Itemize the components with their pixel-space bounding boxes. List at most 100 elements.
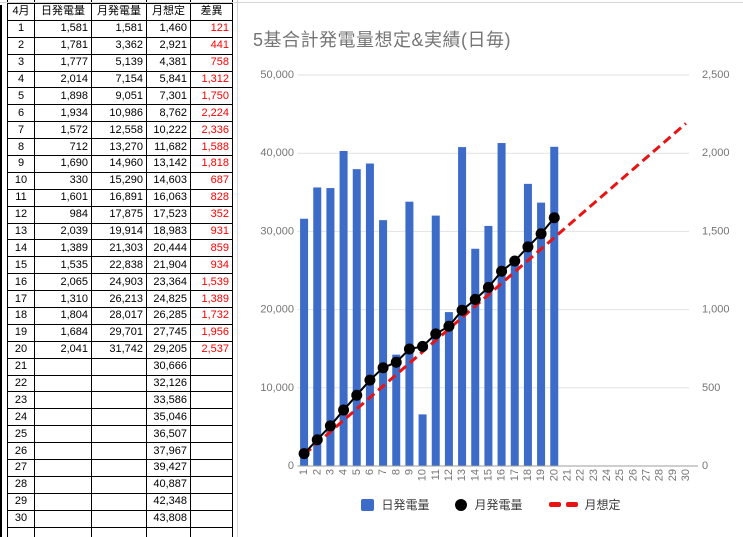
expected-value-cell[interactable]: 8,762 [146, 104, 191, 123]
daily-value-cell[interactable]: 2,041 [34, 340, 92, 359]
diff-value-cell[interactable] [190, 459, 233, 477]
expected-value-cell[interactable]: 35,046 [146, 408, 191, 427]
monthly-value-cell[interactable] [91, 475, 147, 494]
expected-value-cell[interactable]: 40,887 [146, 475, 191, 494]
daily-value-cell[interactable]: 2,065 [34, 273, 92, 292]
day-cell[interactable]: 26 [7, 442, 35, 461]
day-cell[interactable]: 15 [7, 256, 35, 275]
diff-value-cell[interactable]: 121 [190, 19, 233, 38]
daily-value-cell[interactable] [34, 391, 92, 410]
day-cell[interactable]: 11 [7, 188, 35, 207]
daily-value-cell[interactable] [34, 459, 92, 477]
day-cell[interactable]: 12 [7, 205, 35, 224]
expected-value-cell[interactable]: 39,427 [146, 459, 191, 477]
day-cell[interactable]: 29 [7, 492, 35, 511]
monthly-value-cell[interactable] [91, 374, 147, 393]
expected-value-cell[interactable]: 42,348 [146, 492, 191, 511]
column-header[interactable]: 月想定 [146, 3, 191, 21]
expected-value-cell[interactable]: 30,666 [146, 357, 191, 376]
diff-value-cell[interactable] [190, 509, 233, 528]
monthly-value-cell[interactable]: 14,960 [91, 155, 147, 173]
expected-value-cell[interactable]: 37,967 [146, 442, 191, 461]
diff-value-cell[interactable] [190, 492, 233, 511]
diff-value-cell[interactable] [190, 442, 233, 461]
diff-value-cell[interactable]: 2,537 [190, 340, 233, 359]
day-cell[interactable]: 10 [7, 171, 35, 190]
expected-value-cell[interactable]: 32,126 [146, 374, 191, 393]
expected-value-cell[interactable]: 43,808 [146, 509, 191, 528]
day-cell[interactable]: 13 [7, 222, 35, 241]
day-cell[interactable]: 24 [7, 408, 35, 427]
expected-value-cell[interactable]: 11,682 [146, 138, 191, 157]
monthly-value-cell[interactable]: 9,051 [91, 87, 147, 106]
day-cell[interactable]: 4 [7, 70, 35, 89]
day-cell[interactable]: 14 [7, 239, 35, 258]
monthly-value-cell[interactable]: 10,986 [91, 104, 147, 123]
day-cell[interactable]: 18 [7, 307, 35, 325]
daily-value-cell[interactable] [34, 357, 92, 376]
monthly-value-cell[interactable]: 29,701 [91, 323, 147, 342]
daily-value-cell[interactable] [34, 425, 92, 444]
diff-value-cell[interactable]: 859 [190, 239, 233, 258]
daily-value-cell[interactable]: 2,039 [34, 222, 92, 241]
monthly-value-cell[interactable]: 15,290 [91, 171, 147, 190]
daily-value-cell[interactable]: 1,804 [34, 307, 92, 325]
monthly-value-cell[interactable] [91, 492, 147, 511]
expected-value-cell[interactable]: 10,222 [146, 121, 191, 140]
expected-value-cell[interactable]: 36,507 [146, 425, 191, 444]
monthly-value-cell[interactable]: 19,914 [91, 222, 147, 241]
monthly-value-cell[interactable]: 3,362 [91, 36, 147, 55]
daily-value-cell[interactable]: 2,014 [34, 70, 92, 89]
daily-value-cell[interactable]: 1,601 [34, 188, 92, 207]
expected-value-cell[interactable]: 2,921 [146, 36, 191, 55]
daily-value-cell[interactable]: 712 [34, 138, 92, 157]
day-cell[interactable]: 8 [7, 138, 35, 157]
expected-value-cell[interactable]: 33,586 [146, 391, 191, 410]
column-header[interactable]: 差異 [190, 3, 233, 21]
daily-value-cell[interactable] [34, 442, 92, 461]
monthly-value-cell[interactable]: 1,581 [91, 19, 147, 38]
expected-value-cell[interactable]: 13,142 [146, 155, 191, 173]
expected-value-cell[interactable]: 14,603 [146, 171, 191, 190]
monthly-value-cell[interactable] [91, 459, 147, 477]
daily-value-cell[interactable]: 1,535 [34, 256, 92, 275]
expected-value-cell[interactable]: 24,825 [146, 290, 191, 309]
diff-value-cell[interactable]: 1,818 [190, 155, 233, 173]
day-cell[interactable]: 30 [7, 509, 35, 528]
diff-value-cell[interactable]: 1,956 [190, 323, 233, 342]
daily-value-cell[interactable]: 984 [34, 205, 92, 224]
diff-value-cell[interactable]: 2,224 [190, 104, 233, 123]
day-cell[interactable]: 20 [7, 340, 35, 359]
expected-value-cell[interactable]: 5,841 [146, 70, 191, 89]
monthly-value-cell[interactable]: 5,139 [91, 53, 147, 72]
daily-value-cell[interactable]: 1,781 [34, 36, 92, 55]
column-header[interactable]: 日発電量 [34, 3, 92, 21]
monthly-value-cell[interactable]: 16,891 [91, 188, 147, 207]
expected-value-cell[interactable]: 26,285 [146, 307, 191, 325]
expected-value-cell[interactable]: 17,523 [146, 205, 191, 224]
expected-value-cell[interactable]: 21,904 [146, 256, 191, 275]
diff-value-cell[interactable]: 352 [190, 205, 233, 224]
expected-value-cell[interactable]: 29,205 [146, 340, 191, 359]
monthly-value-cell[interactable] [91, 408, 147, 427]
diff-value-cell[interactable]: 1,389 [190, 290, 233, 309]
diff-value-cell[interactable] [190, 408, 233, 427]
daily-value-cell[interactable] [34, 408, 92, 427]
diff-value-cell[interactable] [190, 357, 233, 376]
monthly-value-cell[interactable] [91, 442, 147, 461]
monthly-value-cell[interactable]: 12,558 [91, 121, 147, 140]
monthly-value-cell[interactable] [91, 425, 147, 444]
day-cell[interactable]: 25 [7, 425, 35, 444]
chart-object[interactable]: 5基合計発電量想定&実績(日毎) 0 10,000 20,000 30,000 40,0… [237, 2, 743, 537]
day-cell[interactable]: 3 [7, 53, 35, 72]
expected-value-cell[interactable]: 4,381 [146, 53, 191, 72]
column-header[interactable]: 4月 [7, 3, 35, 21]
day-cell[interactable]: 27 [7, 459, 35, 477]
monthly-value-cell[interactable]: 13,270 [91, 138, 147, 157]
daily-value-cell[interactable]: 1,934 [34, 104, 92, 123]
diff-value-cell[interactable]: 1,732 [190, 307, 233, 325]
diff-value-cell[interactable] [190, 374, 233, 393]
day-cell[interactable]: 22 [7, 374, 35, 393]
day-cell[interactable]: 9 [7, 155, 35, 173]
monthly-value-cell[interactable]: 17,875 [91, 205, 147, 224]
